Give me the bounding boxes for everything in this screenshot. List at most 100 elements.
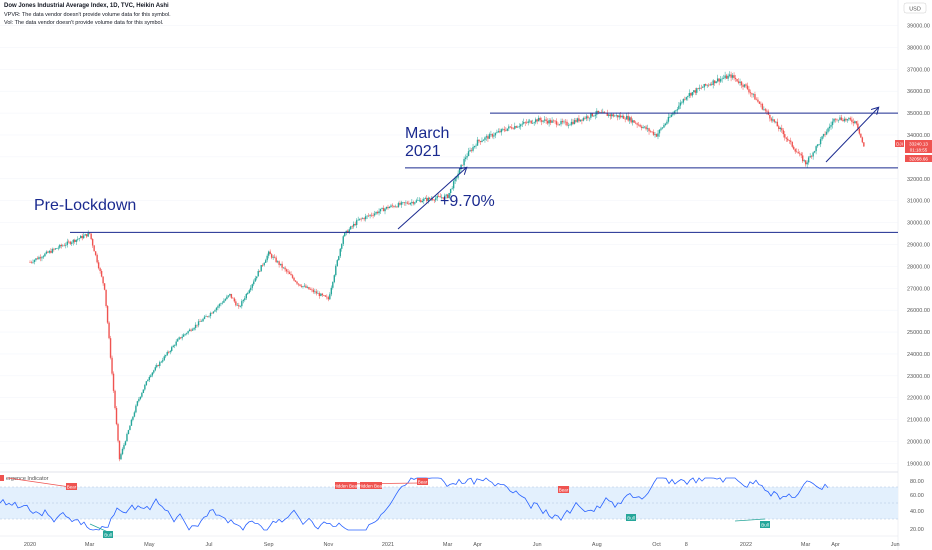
- candle-body: [709, 84, 711, 86]
- candle-body: [375, 212, 377, 214]
- candle-body: [341, 243, 343, 249]
- y-tick-label: 23000.00: [907, 374, 930, 380]
- candle-body: [515, 126, 517, 128]
- candle-body: [290, 274, 292, 276]
- candle-body: [745, 84, 747, 86]
- indicator-label[interactable]: ergence Indicator: [6, 476, 49, 482]
- candle-body: [156, 365, 158, 368]
- candle-body: [655, 134, 658, 137]
- candle-body: [203, 316, 206, 319]
- candle-body: [111, 357, 113, 374]
- candle-body: [438, 196, 440, 197]
- candle-body: [424, 198, 426, 199]
- candle-body: [312, 289, 315, 293]
- time-axis[interactable]: 2020 Mar May Jul Sep Nov 2021 Mar Apr Jun Aug Oct 8 2…: [24, 542, 900, 548]
- candle-body: [254, 278, 256, 282]
- y-tick-label: 30000.00: [907, 221, 930, 227]
- march-arrow[interactable]: [397, 168, 466, 230]
- candle-body: [751, 93, 753, 95]
- candle-body: [648, 128, 650, 132]
- candle-body: [281, 263, 283, 268]
- candle-body: [782, 130, 784, 135]
- candle-body: [740, 81, 743, 86]
- candle-body: [846, 119, 849, 121]
- candle-body: [546, 121, 549, 124]
- y-tick-label: 32000.00: [907, 177, 930, 183]
- candle-body: [278, 261, 280, 265]
- candle-body: [36, 258, 39, 260]
- candle-body: [326, 296, 328, 298]
- candle-body: [505, 130, 507, 131]
- candle-body: [345, 230, 347, 233]
- candle-body: [66, 241, 68, 245]
- candle-body: [263, 262, 265, 266]
- candle-body: [45, 251, 48, 254]
- candle-body: [232, 297, 234, 299]
- candle-body: [133, 412, 136, 417]
- candle-body: [415, 200, 418, 203]
- candle-body: [144, 384, 146, 390]
- candle-body: [687, 96, 689, 98]
- candle-body: [749, 92, 752, 94]
- candle-body: [796, 151, 798, 153]
- candle-body: [842, 120, 844, 122]
- candle-body: [348, 229, 350, 233]
- candle-body: [860, 133, 862, 138]
- candle-body: [414, 202, 416, 204]
- candle-body: [511, 127, 513, 129]
- candle-body: [473, 145, 476, 148]
- candle-body: [50, 251, 52, 253]
- candle-body: [849, 118, 852, 120]
- candle-body: [514, 126, 516, 129]
- candle-body: [449, 188, 452, 193]
- candle-body: [769, 114, 771, 119]
- candle-body: [836, 119, 838, 121]
- candle-body: [69, 241, 71, 244]
- bull-badge-3-text: Bull: [761, 523, 769, 528]
- candle-body: [47, 251, 49, 253]
- candle-body: [388, 206, 391, 209]
- candle-body: [347, 230, 349, 233]
- candle-body: [797, 152, 799, 154]
- candle-body: [165, 355, 167, 357]
- candle-body: [220, 303, 222, 305]
- candle-body: [523, 122, 525, 124]
- candle-body: [654, 134, 656, 135]
- bull-div-line-1: [89, 523, 109, 533]
- candle-body: [239, 306, 242, 307]
- candle-body: [776, 121, 779, 127]
- bull-badge-2-text: Bull: [627, 516, 635, 521]
- currency-button[interactable]: [903, 2, 927, 14]
- candle-body: [839, 117, 841, 120]
- candle-body: [549, 120, 552, 123]
- candle-body: [685, 97, 688, 100]
- candle-body: [719, 79, 722, 82]
- candle-body: [813, 151, 816, 153]
- candle-body: [402, 202, 404, 203]
- candle-body: [350, 226, 352, 230]
- price-axis[interactable]: 39000.00 38000.00 37000.00 36000.00 35000.00…: [907, 24, 930, 468]
- candle-body: [193, 327, 195, 330]
- candle-body: [496, 132, 498, 134]
- candle-body: [615, 115, 617, 116]
- candle-body: [418, 199, 421, 201]
- candle-body: [54, 248, 57, 250]
- candle-body: [537, 117, 540, 122]
- candle-body: [660, 128, 662, 130]
- candle-body: [184, 333, 186, 335]
- projection-arrow[interactable]: [825, 108, 878, 163]
- candle-body: [670, 114, 673, 117]
- candle-body: [126, 434, 128, 442]
- candle-body: [323, 295, 325, 296]
- candle-body: [578, 118, 580, 122]
- candle-body: [731, 75, 734, 78]
- candle-body: [91, 239, 94, 246]
- candle-body: [554, 120, 556, 122]
- candle-body: [852, 121, 855, 124]
- candle-body: [121, 448, 124, 455]
- candle-body: [445, 194, 447, 196]
- candle-body: [679, 102, 682, 106]
- candle-body: [572, 121, 574, 125]
- candle-body: [151, 372, 154, 376]
